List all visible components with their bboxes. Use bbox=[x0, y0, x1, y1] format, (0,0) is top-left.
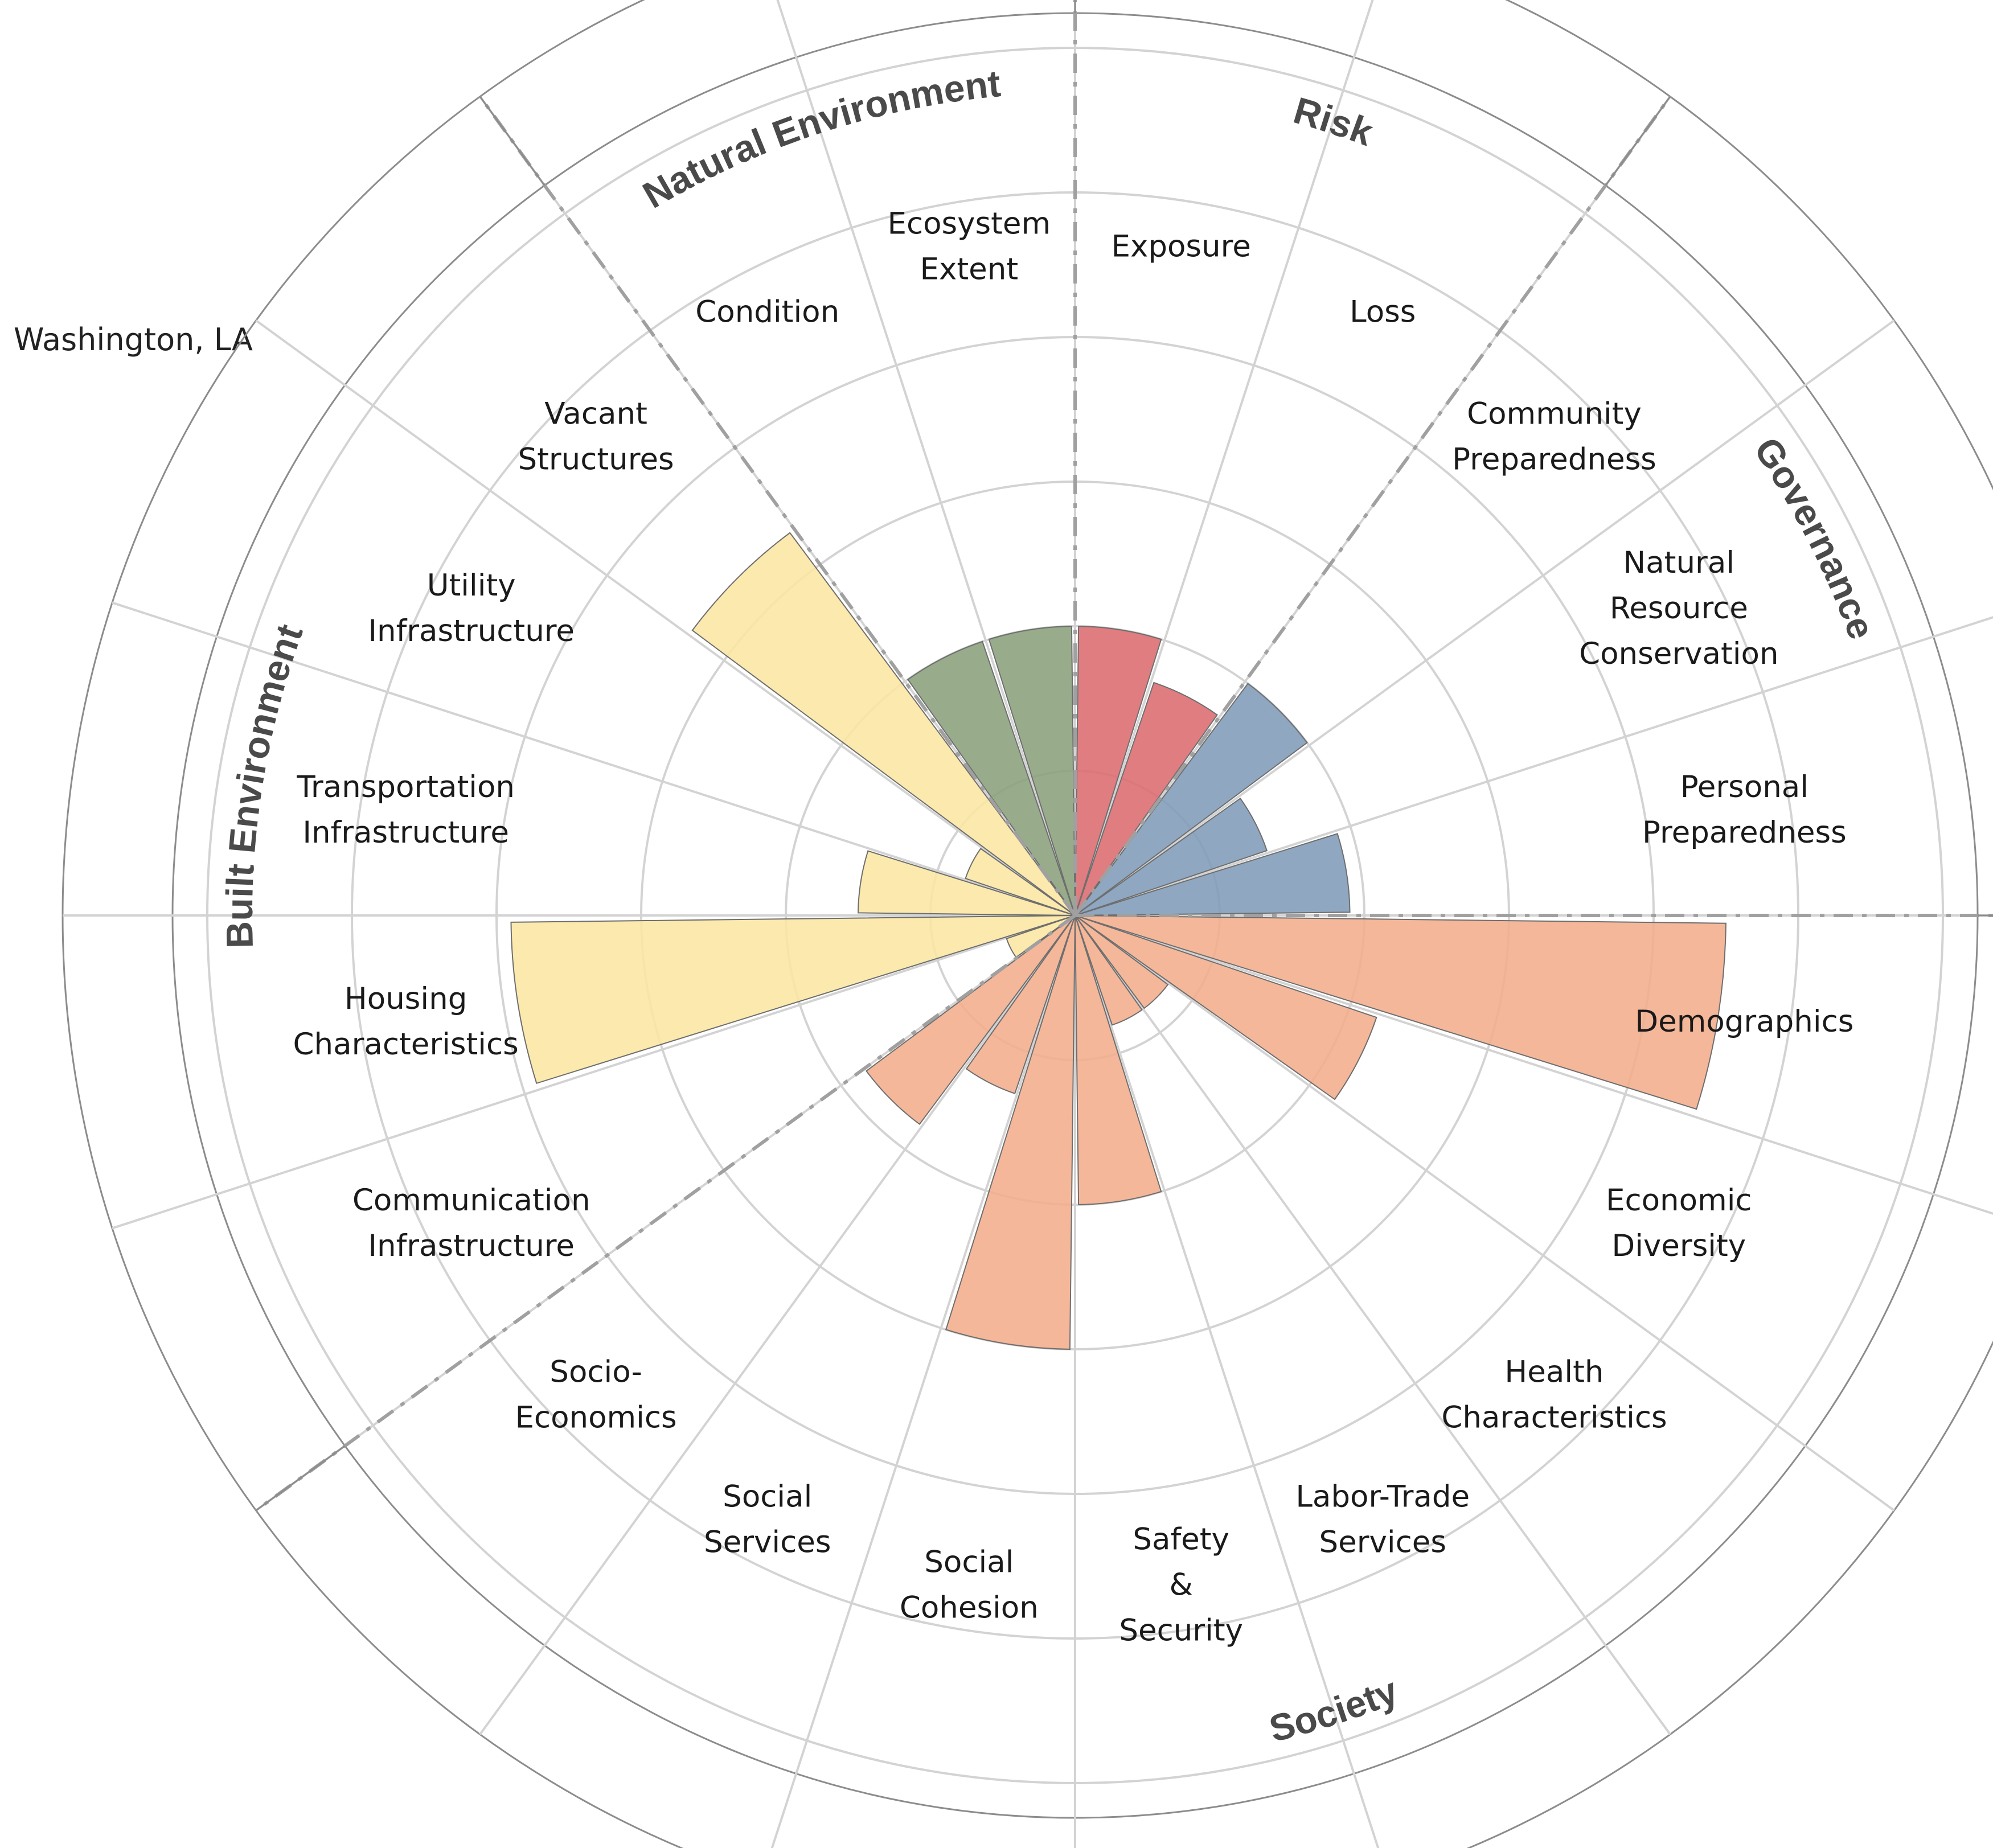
category-label: Labor-Trade Services bbox=[1295, 1479, 1470, 1559]
category-label: Safety & Security bbox=[1119, 1522, 1243, 1648]
group-divider bbox=[478, 95, 1077, 917]
group-divider bbox=[255, 914, 1076, 1512]
category-label: Economic Diversity bbox=[1606, 1183, 1752, 1263]
category-label: Vacant Structures bbox=[518, 397, 674, 477]
grid-spoke bbox=[1075, 616, 1993, 917]
category-label: Transportation Infrastructure bbox=[296, 770, 515, 850]
bar-natural-resource-conservation bbox=[1075, 798, 1268, 916]
bar-housing-characteristics bbox=[510, 915, 1076, 1085]
category-label: Condition bbox=[695, 295, 839, 330]
category-label: Housing Characteristics bbox=[293, 982, 519, 1062]
grid-spoke bbox=[1074, 915, 1380, 1848]
bar-social-services bbox=[965, 915, 1076, 1095]
bar-community-preparedness bbox=[1075, 683, 1308, 916]
grid-spoke bbox=[770, 915, 1076, 1848]
bar-transportation-infrastructure bbox=[858, 850, 1076, 916]
category-label: Social Services bbox=[704, 1479, 831, 1559]
group-divider bbox=[1073, 95, 1672, 917]
category-label: Social Cohesion bbox=[900, 1545, 1039, 1625]
bar-exposure bbox=[1075, 626, 1162, 916]
bar-loss bbox=[1075, 681, 1218, 916]
bar-labor-trade-services bbox=[1075, 915, 1143, 1026]
bar-socio-economics bbox=[865, 915, 1076, 1126]
grid-spoke bbox=[1074, 0, 1374, 916]
grid-spoke bbox=[776, 0, 1076, 916]
bar-health-characteristics bbox=[1075, 915, 1169, 1009]
category-label: Loss bbox=[1350, 295, 1416, 330]
bar-social-cohesion bbox=[945, 915, 1076, 1350]
bar-vacant-structures bbox=[691, 532, 1076, 916]
bar-personal-preparedness bbox=[1075, 833, 1351, 916]
category-label: Utility Infrastructure bbox=[368, 568, 575, 648]
group-divider-outer bbox=[1605, 96, 1671, 186]
group-title: Natural Environment bbox=[635, 62, 1002, 216]
bar-ecosystem-extent bbox=[988, 626, 1076, 916]
bar-demographics bbox=[1075, 915, 1727, 1110]
group-title: Society bbox=[1265, 1669, 1404, 1750]
category-label: Socio-Economics bbox=[515, 1354, 676, 1435]
category-label: Community Preparedness bbox=[1452, 397, 1656, 477]
chart-subtitle: Washington, LA bbox=[14, 322, 253, 358]
bar-economic-diversity bbox=[1075, 915, 1377, 1100]
grid-spoke bbox=[1075, 914, 1993, 1215]
grid-spoke bbox=[112, 914, 1076, 1230]
category-label: Personal Preparedness bbox=[1642, 770, 1847, 850]
bar-utility-infrastructure bbox=[965, 848, 1076, 916]
grid-spoke bbox=[255, 319, 1076, 917]
category-label: Natural Resource Conservation bbox=[1579, 545, 1778, 671]
category-label: Communication Infrastructure bbox=[352, 1183, 590, 1263]
category-label: Exposure bbox=[1111, 229, 1250, 264]
bar-condition bbox=[907, 640, 1076, 916]
grid-spoke bbox=[479, 914, 1076, 1735]
grid-spoke bbox=[112, 601, 1076, 917]
category-label: Demographics bbox=[1635, 1004, 1853, 1039]
group-divider-outer bbox=[255, 1445, 346, 1512]
grid-spoke bbox=[1074, 914, 1671, 1735]
bar-safety-security bbox=[1075, 915, 1162, 1205]
category-label: Health Characteristics bbox=[1441, 1354, 1667, 1435]
grid-spoke bbox=[1074, 319, 1895, 917]
category-label: Ecosystem Extent bbox=[888, 207, 1051, 287]
grid-spoke bbox=[1074, 914, 1895, 1512]
group-divider-outer bbox=[479, 96, 546, 186]
